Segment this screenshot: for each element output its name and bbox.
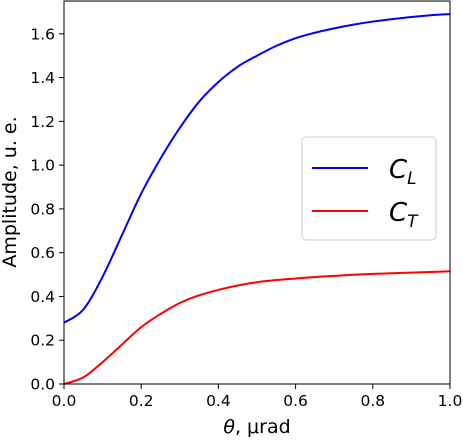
legend-label-cl: CL <box>389 155 417 189</box>
series-line-ct <box>63 270 451 385</box>
x-tick-label: 0.6 <box>283 392 308 410</box>
x-axis-label-unit: , μrad <box>235 416 291 438</box>
x-tick-label: 0.8 <box>360 392 385 410</box>
legend: CL CT <box>301 136 437 241</box>
y-axis-label: Amplitude, u. e. <box>0 116 21 267</box>
series-lines <box>63 13 451 385</box>
y-tick-label: 0.6 <box>30 244 55 262</box>
x-tick-label: 1.0 <box>438 392 463 410</box>
x-axis-ticks: 0.0 0.2 0.4 0.6 0.8 1.0 <box>52 384 463 410</box>
y-tick-label: 1.6 <box>30 25 55 43</box>
y-tick-label: 0.0 <box>30 376 55 394</box>
legend-box <box>301 136 437 241</box>
y-tick-label: 0.8 <box>30 200 55 218</box>
x-tick-label: 0.4 <box>206 392 231 410</box>
series-line-cl <box>63 13 451 324</box>
legend-label-ct-sub: T <box>407 212 419 232</box>
x-axis-label-symbol: θ <box>223 416 235 438</box>
legend-label-cl-main: C <box>389 155 408 185</box>
x-tick-label: 0.0 <box>52 392 77 410</box>
y-tick-label: 1.4 <box>30 69 55 87</box>
x-axis-label: θ, μrad <box>223 416 290 438</box>
y-axis-ticks: 0.0 0.2 0.4 0.6 0.8 1.0 1.2 1.4 1.6 <box>30 25 64 394</box>
legend-label-cl-sub: L <box>407 169 416 189</box>
y-tick-label: 1.2 <box>30 113 55 131</box>
legend-label-ct-main: C <box>389 198 408 228</box>
y-tick-label: 0.4 <box>30 288 55 306</box>
plot-frame <box>63 0 451 385</box>
legend-label-ct: CT <box>389 198 419 232</box>
y-tick-label: 1.0 <box>30 157 55 175</box>
y-tick-label: 0.2 <box>30 332 55 350</box>
x-tick-label: 0.2 <box>129 392 154 410</box>
